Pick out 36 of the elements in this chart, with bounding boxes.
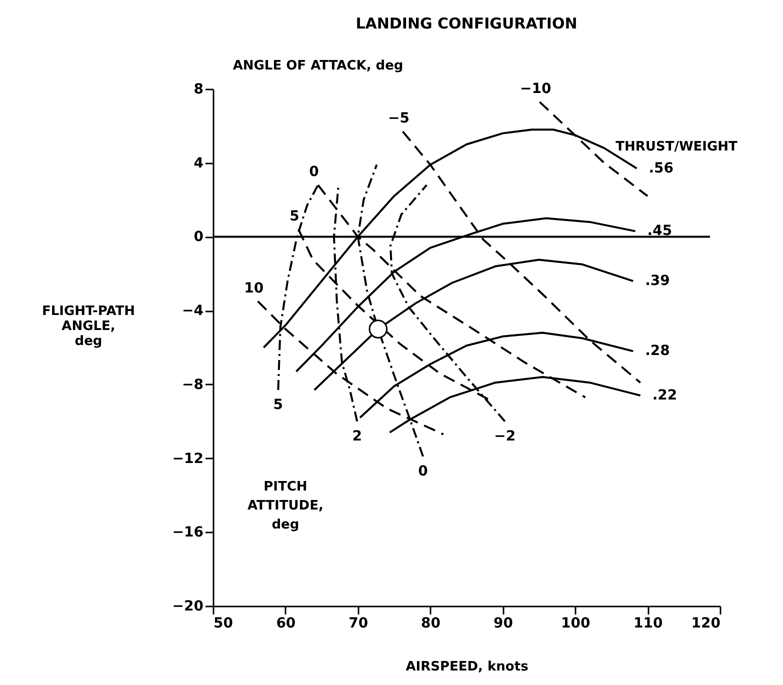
y-tick-label: −16 bbox=[172, 524, 204, 541]
series-label: .28 bbox=[645, 343, 670, 360]
y-tick-label: −8 bbox=[182, 376, 204, 393]
series-label: 5 bbox=[290, 208, 300, 224]
chart-title: LANDING CONFIGURATION bbox=[356, 14, 578, 32]
text: ANGLE OF ATTACK, deg bbox=[232, 58, 404, 74]
x-tick-label: 80 bbox=[421, 616, 441, 632]
y-tick-label: −4 bbox=[182, 303, 204, 320]
x-tick-label: 60 bbox=[276, 616, 296, 632]
y-axis-title: FLIGHT-PATH ANGLE, deg bbox=[42, 304, 136, 350]
series-label: .22 bbox=[652, 388, 678, 404]
annotation: PITCH ATTITUDE, deg bbox=[247, 479, 324, 532]
x-tick-label: 70 bbox=[348, 616, 368, 632]
x-tick-label: 110 bbox=[633, 616, 663, 632]
series-label: 0 bbox=[418, 463, 428, 480]
series-label: 2 bbox=[352, 428, 362, 444]
series-label: .39 bbox=[645, 273, 670, 290]
series-label: −2 bbox=[494, 428, 516, 444]
y-tick-label: 4 bbox=[194, 155, 204, 172]
series-label: .45 bbox=[647, 223, 672, 240]
x-axis-title: AIRSPEED, knots bbox=[406, 660, 529, 674]
series-label: 0 bbox=[309, 164, 320, 180]
y-tick-label: 8 bbox=[194, 82, 204, 98]
series-label: −5 bbox=[388, 110, 410, 126]
series-label: .56 bbox=[648, 160, 674, 176]
series-label: −10 bbox=[520, 80, 552, 97]
y-tick-label: −20 bbox=[172, 598, 204, 614]
x-tick-label: 100 bbox=[561, 616, 591, 632]
y-tick-label: −12 bbox=[172, 450, 204, 467]
x-tick-label: 50 bbox=[214, 616, 234, 632]
x-tick-label: 90 bbox=[493, 616, 514, 632]
series-label: 5 bbox=[273, 396, 284, 413]
series-label: 10 bbox=[244, 280, 264, 296]
y-tick-label: 0 bbox=[194, 229, 204, 246]
x-tick-label: 120 bbox=[691, 616, 721, 632]
annotation: THRUST/WEIGHT bbox=[616, 140, 738, 155]
